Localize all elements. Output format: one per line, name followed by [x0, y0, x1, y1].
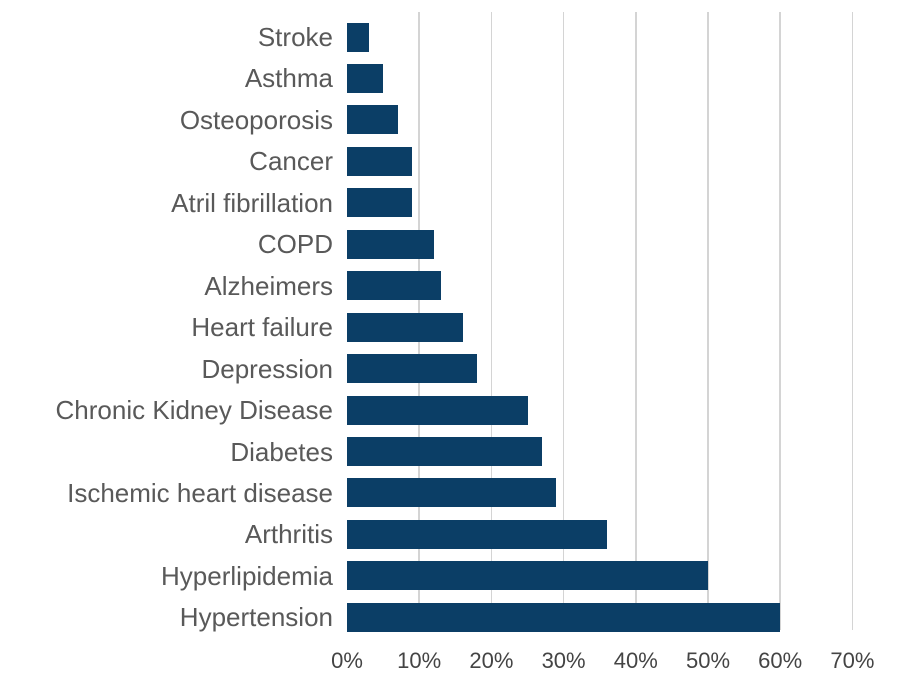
x-tick-label: 0%	[331, 648, 363, 673]
category-label: Heart failure	[191, 312, 333, 343]
category-label: Cancer	[249, 146, 333, 177]
chart-row: Osteoporosis	[0, 104, 398, 135]
x-tick-label: 60%	[758, 648, 803, 673]
bar	[347, 229, 434, 259]
x-tick-label: 40%	[613, 648, 658, 673]
gridline-60%	[779, 12, 781, 630]
category-label: Alzheimers	[204, 270, 333, 301]
bar	[347, 22, 369, 52]
chart-row: Heart failure	[0, 312, 463, 343]
bar	[347, 519, 607, 549]
category-label: Ischemic heart disease	[67, 477, 333, 508]
x-tick-label: 20%	[469, 648, 514, 673]
category-label: Chronic Kidney Disease	[55, 395, 333, 426]
chart-row: Hyperlipidemia	[0, 560, 708, 591]
category-label: Depression	[201, 353, 333, 384]
category-label: Asthma	[244, 63, 333, 94]
chart-row: Depression	[0, 353, 477, 384]
category-label: Diabetes	[230, 436, 333, 467]
chart-row: Ischemic heart disease	[0, 477, 557, 508]
chart-row: COPD	[0, 229, 434, 260]
gridline-70%	[851, 12, 854, 630]
chart-row: Chronic Kidney Disease	[0, 395, 528, 426]
bar	[347, 561, 708, 591]
category-label: Hyperlipidemia	[161, 560, 333, 591]
bar	[347, 602, 781, 632]
bar	[347, 312, 463, 342]
x-tick-label: 70%	[830, 648, 875, 673]
bar	[347, 354, 477, 384]
x-tick-label: 50%	[685, 648, 731, 673]
category-label: COPD	[257, 229, 333, 260]
bar	[347, 63, 384, 93]
chart-row: Cancer	[0, 146, 412, 177]
category-label: Stroke	[257, 22, 333, 52]
category-label: Arthritis	[244, 519, 333, 550]
bar	[347, 188, 412, 218]
gridline-30%	[562, 12, 565, 630]
category-label: Hypertension	[179, 602, 333, 633]
chart-row: Alzheimers	[0, 270, 441, 301]
gridline-20%	[490, 12, 493, 630]
chart-row: Stroke	[0, 22, 369, 52]
chart-row: Arthritis	[0, 519, 607, 550]
gridline-50%	[707, 12, 709, 630]
bar	[347, 146, 412, 176]
chart-row: Hypertension	[0, 602, 781, 633]
chart-row: Atril fibrillation	[0, 187, 412, 218]
bar	[347, 478, 557, 508]
chart-row: Asthma	[0, 63, 384, 94]
x-tick-label: 10%	[397, 648, 442, 673]
x-tick-label: 30%	[541, 648, 586, 673]
bar	[347, 105, 398, 135]
category-label: Atril fibrillation	[171, 187, 333, 218]
bar	[347, 271, 441, 301]
category-label: Osteoporosis	[179, 104, 333, 135]
bar	[347, 437, 542, 466]
chart-row: Diabetes	[0, 437, 542, 466]
gridline-40%	[635, 12, 637, 630]
bar	[347, 395, 528, 425]
